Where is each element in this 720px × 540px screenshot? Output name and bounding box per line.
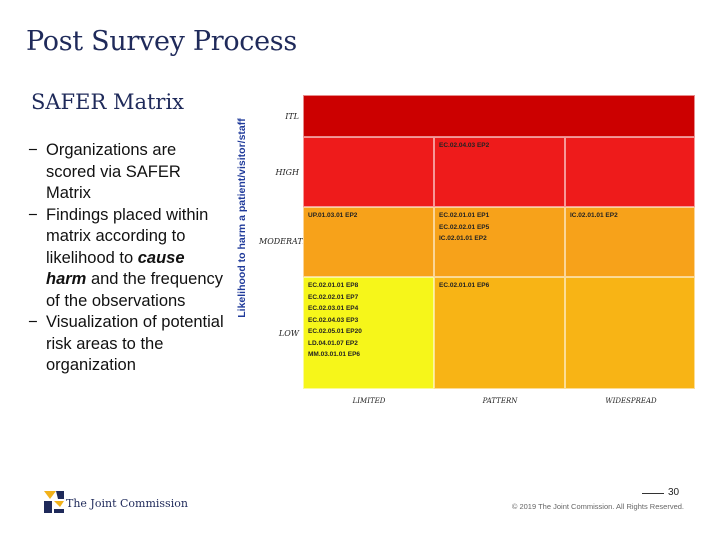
row-label-low: LOW xyxy=(278,329,299,338)
finding-code: EC.02.04.03 EP2 xyxy=(439,142,490,149)
bullet-text: Findings placed within matrix according … xyxy=(46,205,209,267)
cell-moderate-pattern: EC.02.01.01 EP1 EC.02.02.01 EP5 IC.02.01.0… xyxy=(434,207,565,277)
bullet-text: Organizations are scored via SAFER Matri… xyxy=(46,141,181,202)
cell-high-widespread xyxy=(565,137,695,207)
column-label-limited: LIMITED xyxy=(352,397,386,405)
bullet-item: − Findings placed within matrix according… xyxy=(28,205,228,313)
copyright-notice: © 2019 The Joint Commission. All Rights … xyxy=(511,502,684,511)
column-label-widespread: WIDESPREAD xyxy=(605,397,657,405)
bullet-marker: − xyxy=(28,141,38,159)
page-number-rule xyxy=(642,493,664,494)
finding-code: EC.02.05.01 EP20 xyxy=(308,328,362,335)
cell-high-pattern: EC.02.04.03 EP2 xyxy=(434,137,565,207)
bullet-marker: − xyxy=(28,313,38,331)
cell-low-widespread xyxy=(565,277,695,389)
joint-commission-logo-icon xyxy=(44,491,64,513)
row-label-moderate: MODERATE xyxy=(259,237,309,246)
safer-matrix: EC.02.04.03 EP2 UP.01.03.01 EP2 EC.02.01… xyxy=(303,95,695,389)
cell-moderate-limited: UP.01.03.01 EP2 xyxy=(303,207,434,277)
matrix-axis-label: Likelihood to harm a patient/visitor/sta… xyxy=(236,118,248,318)
bullet-list: − Organizations are scored via SAFER Matr… xyxy=(28,140,228,377)
logo-text: The Joint Commission xyxy=(66,497,188,510)
bullet-item: − Visualization of potential risk areas t… xyxy=(28,312,228,377)
matrix-axis: Likelihood to harm a patient/visitor/sta… xyxy=(232,118,252,318)
bullet-marker: − xyxy=(28,205,38,224)
bullet-text: Visualization of potential risk areas to… xyxy=(46,313,224,374)
finding-code: EC.02.02.01 EP5 xyxy=(439,223,490,231)
slide-title: Post Survey Process xyxy=(26,26,297,57)
row-label-high: HIGH xyxy=(275,168,299,177)
page-number: 30 xyxy=(668,487,680,498)
cell-low-pattern: EC.02.01.01 EP6 xyxy=(434,277,565,389)
row-label-itl: ITL xyxy=(285,112,299,121)
bullet-item: − Organizations are scored via SAFER Matr… xyxy=(28,140,228,205)
bullet-emphasis: cause harm xyxy=(46,248,185,289)
column-label-pattern: PATTERN xyxy=(482,397,518,405)
finding-code: EC.02.02.01 EP7 xyxy=(308,293,359,301)
finding-code: MM.03.01.01 EP6 xyxy=(308,351,361,358)
finding-code: EC.02.04.03 EP3 xyxy=(308,316,359,324)
finding-code: EC.02.01.01 EP6 xyxy=(439,282,490,289)
finding-code: UP.01.03.01 EP2 xyxy=(308,212,358,219)
cell-moderate-widespread: IC.02.01.01 EP2 xyxy=(565,207,695,277)
cell-itl xyxy=(303,95,695,137)
finding-code: EC.02.01.01 EP8 xyxy=(308,282,359,289)
finding-code: LD.04.01.07 EP2 xyxy=(308,339,358,347)
finding-code: IC.02.01.01 EP2 xyxy=(439,235,487,242)
bullet-text: and the frequency of the observations xyxy=(46,270,224,310)
finding-code: EC.02.01.01 EP1 xyxy=(439,212,490,219)
cell-high-limited xyxy=(303,137,434,207)
finding-code: IC.02.01.01 EP2 xyxy=(570,212,618,219)
slide-subtitle: SAFER Matrix xyxy=(31,90,184,114)
finding-code: EC.02.03.01 EP4 xyxy=(308,305,359,312)
cell-low-limited: EC.02.01.01 EP8 EC.02.02.01 EP7 EC.02.03.0… xyxy=(303,277,434,389)
